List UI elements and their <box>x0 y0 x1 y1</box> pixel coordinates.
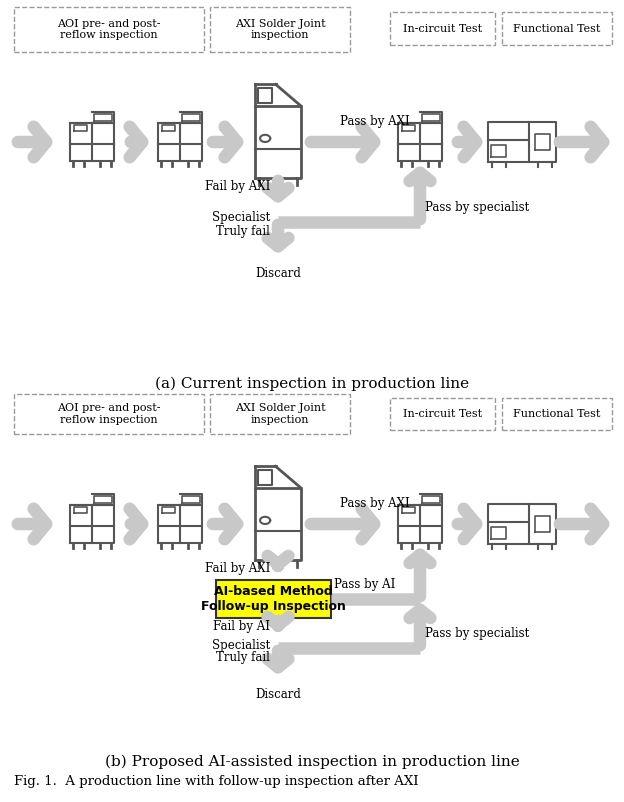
Text: Discard: Discard <box>255 688 301 701</box>
Text: (a) Current inspection in production line: (a) Current inspection in production lin… <box>155 377 469 391</box>
Bar <box>210 394 350 434</box>
Text: Fail by AXI: Fail by AXI <box>205 562 270 575</box>
Bar <box>14 394 204 434</box>
Text: Fail by AXI: Fail by AXI <box>205 180 270 193</box>
Text: Pass by AI: Pass by AI <box>334 578 396 591</box>
Text: Pass by specialist: Pass by specialist <box>425 201 529 214</box>
Text: Pass by AXI: Pass by AXI <box>340 115 410 128</box>
Bar <box>390 12 495 45</box>
Bar <box>502 398 612 430</box>
Bar <box>210 7 350 52</box>
Text: Specialist: Specialist <box>212 212 270 225</box>
Text: Functional Test: Functional Test <box>514 409 601 419</box>
Text: AXI Solder Joint
inspection: AXI Solder Joint inspection <box>235 18 325 40</box>
Text: In-circuit Test: In-circuit Test <box>403 23 482 34</box>
Text: AOI pre- and post-
reflow inspection: AOI pre- and post- reflow inspection <box>57 403 161 425</box>
Text: AOI pre- and post-
reflow inspection: AOI pre- and post- reflow inspection <box>57 18 161 40</box>
Bar <box>390 398 495 430</box>
Bar <box>14 7 204 52</box>
Text: Truly fail: Truly fail <box>216 651 270 664</box>
Text: Pass by AXI: Pass by AXI <box>340 497 410 510</box>
Text: Functional Test: Functional Test <box>514 23 601 34</box>
Text: Truly fail: Truly fail <box>216 225 270 238</box>
Text: Pass by specialist: Pass by specialist <box>425 627 529 640</box>
Text: (b) Proposed AI-assisted inspection in production line: (b) Proposed AI-assisted inspection in p… <box>105 755 519 769</box>
Text: Fig. 1.  A production line with follow-up inspection after AXI: Fig. 1. A production line with follow-up… <box>14 775 419 788</box>
Text: AI-based Method
Follow-up Inspection: AI-based Method Follow-up Inspection <box>200 585 346 613</box>
Text: AXI Solder Joint
inspection: AXI Solder Joint inspection <box>235 403 325 425</box>
Text: Fail by AI: Fail by AI <box>213 620 270 633</box>
Text: Discard: Discard <box>255 267 301 280</box>
Text: In-circuit Test: In-circuit Test <box>403 409 482 419</box>
Bar <box>502 12 612 45</box>
FancyBboxPatch shape <box>215 580 331 618</box>
Text: Specialist: Specialist <box>212 639 270 653</box>
